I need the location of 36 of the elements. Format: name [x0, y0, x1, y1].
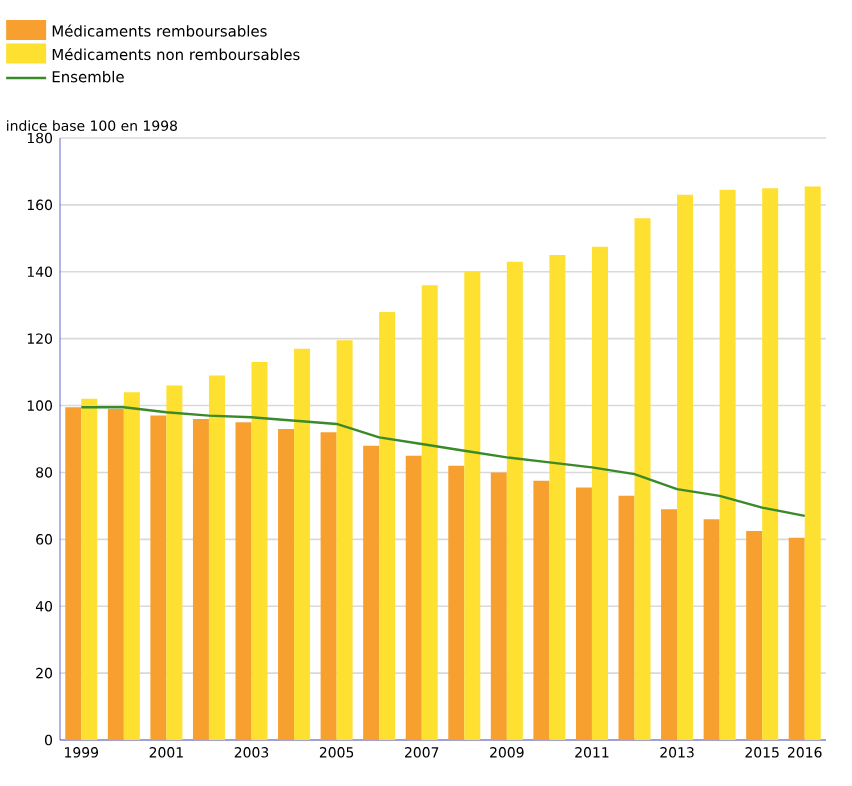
- bar: [575, 487, 592, 740]
- bar: [421, 285, 438, 740]
- bar: [107, 408, 124, 740]
- bar: [65, 407, 82, 740]
- bar: [549, 255, 566, 740]
- bar: [235, 422, 252, 740]
- bar: [490, 472, 507, 740]
- bar: [591, 246, 608, 740]
- bar: [634, 218, 651, 740]
- bar: [123, 392, 140, 740]
- bar: [166, 385, 183, 740]
- bar: [251, 362, 268, 740]
- bar: [81, 398, 98, 740]
- bar: [448, 465, 465, 740]
- bar: [746, 530, 763, 740]
- bar: [661, 509, 678, 740]
- bar: [405, 455, 422, 740]
- bar: [533, 480, 550, 740]
- bar: [320, 432, 337, 740]
- bar: [294, 348, 311, 740]
- bar: [804, 186, 821, 740]
- bar: [506, 261, 523, 740]
- bar: [677, 194, 694, 740]
- bar: [379, 311, 396, 740]
- bar: [150, 415, 167, 740]
- bar: [618, 495, 635, 740]
- bar: [208, 375, 225, 740]
- bar: [762, 188, 779, 740]
- bar: [703, 519, 720, 740]
- bar: [464, 271, 481, 740]
- bar: [363, 445, 380, 740]
- bar: [336, 340, 353, 740]
- bar: [788, 537, 805, 740]
- bar: [278, 428, 295, 740]
- bar: [719, 189, 736, 740]
- bar: [192, 418, 209, 740]
